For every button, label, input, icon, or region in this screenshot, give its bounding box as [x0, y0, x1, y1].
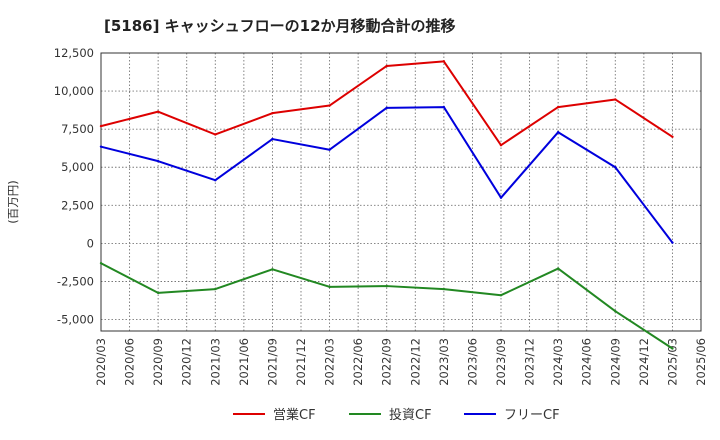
data-point — [99, 145, 103, 148]
x-tick-label: 2023/03 — [437, 338, 451, 386]
x-tick-label: 2022/12 — [408, 338, 422, 386]
x-tick-label: 2020/12 — [180, 338, 194, 386]
x-tick-label: 2020/06 — [123, 338, 137, 386]
y-tick-label: 2,500 — [61, 198, 94, 212]
x-tick-label: 2021/09 — [265, 338, 279, 386]
data-point — [385, 106, 388, 110]
data-point — [671, 347, 674, 350]
x-tick-label: 2020/09 — [151, 338, 165, 386]
data-point — [214, 178, 217, 182]
data-point — [156, 159, 160, 163]
x-tick-label: 2022/09 — [380, 338, 394, 386]
legend: 営業CF 投資CF フリーCF — [233, 407, 560, 423]
data-point — [271, 111, 274, 115]
y-axis-label: (百万円) — [6, 180, 20, 223]
legend-label: 投資CF — [389, 407, 432, 423]
data-point — [214, 133, 217, 136]
data-point — [328, 148, 331, 151]
x-tick-label: 2024/06 — [580, 338, 594, 386]
y-tick-label: 12,500 — [54, 46, 94, 60]
plot-frame — [100, 52, 702, 332]
data-point — [614, 309, 617, 313]
data-point — [156, 291, 160, 295]
data-point — [99, 124, 103, 128]
data-point — [156, 110, 160, 113]
data-point — [556, 267, 560, 270]
x-tick-label: 2024/03 — [551, 338, 565, 386]
axis-layer: 12,500 10,000 7,500 5,000 2,500 0 -2,500 -5,000… — [54, 46, 708, 386]
legend-label: フリーCF — [504, 408, 560, 423]
data-point — [385, 64, 388, 68]
legend-label: 営業CF — [273, 407, 316, 423]
x-tick-label: 2021/06 — [237, 338, 251, 386]
y-tick-label: -5,000 — [57, 313, 94, 327]
chart-title: [5186] キャッシュフローの12か月移動合計の推移 — [104, 17, 456, 35]
x-tick-label: 2022/06 — [351, 338, 365, 386]
x-tick-label: 2023/12 — [523, 338, 537, 386]
series-layer — [99, 60, 674, 350]
y-tick-label: 5,000 — [61, 160, 94, 174]
data-point — [385, 284, 388, 288]
x-tick-label: 2022/03 — [323, 338, 337, 386]
x-tick-label: 2021/03 — [208, 338, 222, 386]
x-tick-label: 2025/06 — [694, 338, 708, 386]
data-point — [99, 262, 103, 265]
data-point — [614, 166, 617, 169]
x-tick-label: 2021/12 — [294, 338, 308, 386]
grid-layer — [100, 52, 702, 331]
data-point — [442, 105, 446, 109]
data-point — [271, 137, 274, 141]
data-point — [499, 294, 503, 297]
data-point — [499, 143, 503, 147]
x-tick-label: 2023/06 — [465, 338, 479, 386]
data-point — [328, 285, 331, 289]
x-tick-label: 2020/03 — [94, 338, 108, 386]
data-point — [614, 98, 617, 101]
data-point — [671, 241, 674, 244]
x-tick-label: 2025/03 — [665, 338, 679, 386]
x-tick-label: 2024/12 — [637, 338, 651, 386]
data-point — [671, 135, 674, 138]
data-point — [556, 105, 560, 109]
data-point — [271, 268, 274, 271]
data-point — [499, 196, 503, 199]
data-point — [442, 287, 446, 291]
data-point — [556, 131, 560, 134]
data-point — [328, 104, 331, 107]
y-tick-label: 7,500 — [61, 122, 94, 136]
data-point — [214, 287, 217, 291]
x-tick-label: 2024/09 — [608, 338, 622, 386]
y-tick-label: 10,000 — [54, 84, 94, 98]
data-point — [442, 60, 446, 63]
y-tick-label: -2,500 — [57, 274, 94, 288]
x-tick-label: 2023/09 — [494, 338, 508, 386]
y-tick-label: 0 — [87, 236, 94, 250]
